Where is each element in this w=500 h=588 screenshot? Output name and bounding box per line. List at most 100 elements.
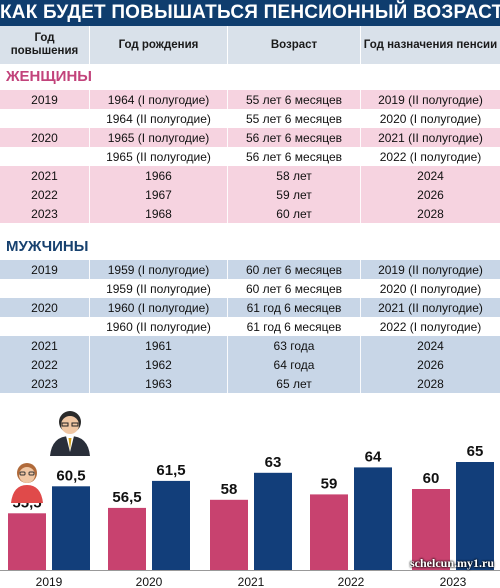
cell-birth: 1962 — [90, 355, 228, 374]
bar-men-2019 — [52, 486, 90, 570]
table-row: 1965 (II полугодие) 56 лет 6 месяцев 2022 … — [0, 147, 500, 166]
header-year-of-increase: Год повышения — [0, 26, 90, 64]
cell-birth: 1960 (I полугодие) — [90, 298, 228, 317]
cell-birth: 1960 (II полугодие) — [90, 317, 228, 336]
cell-age: 55 лет 6 месяцев — [228, 90, 361, 109]
table-row: 2020 1965 (I полугодие) 56 лет 6 месяцев 20… — [0, 128, 500, 147]
table-row: 2021 1961 63 года 2024 — [0, 336, 500, 355]
cell-age: 60 лет — [228, 204, 361, 223]
cell-age: 60 лет 6 месяцев — [228, 279, 361, 298]
cell-pension: 2020 (I полугодие) — [379, 111, 482, 126]
table-row: 2023 1963 65 лет 2028 — [0, 374, 500, 393]
cell-year: 2021 — [0, 166, 90, 185]
watermark: schelcun.my1.ru — [410, 556, 494, 570]
cell-pension: 2022 (I полугодие) — [379, 319, 482, 334]
cell-pension: 2028 — [417, 206, 444, 221]
cell-age: 64 года — [228, 355, 361, 374]
header-age: Возраст — [228, 26, 361, 64]
cell-year — [0, 317, 90, 336]
cell-age: 55 лет 6 месяцев — [228, 109, 361, 128]
men-section-label: МУЖЧИНЫ — [6, 238, 89, 255]
cell-year — [0, 279, 90, 298]
data-label: 61,5 — [156, 462, 185, 479]
cell-year: 2020 — [0, 298, 90, 317]
data-label: 63 — [265, 454, 282, 471]
bar-women-2022 — [310, 494, 348, 570]
data-label: 56,5 — [112, 489, 141, 506]
cell-age: 61 год 6 месяцев — [228, 317, 361, 336]
bar-women-2020 — [108, 507, 146, 570]
cell-pension: 2019 (II полугодие) — [378, 262, 483, 277]
bar-men-2020 — [152, 480, 190, 570]
cell-age: 59 лет — [228, 185, 361, 204]
cell-age: 60 лет 6 месяцев — [228, 260, 361, 279]
cell-age: 65 лет — [228, 374, 361, 393]
cell-birth: 1959 (II полугодие) — [90, 279, 228, 298]
table-row: 2022 1967 59 лет 2026 — [0, 185, 500, 204]
table-row: 2019 1964 (I полугодие) 55 лет 6 месяцев 20… — [0, 90, 500, 109]
x-tick-label: 2021 — [238, 575, 265, 588]
cell-birth: 1966 — [90, 166, 228, 185]
cell-pension: 2026 — [417, 187, 444, 202]
x-tick-label: 2019 — [36, 575, 63, 588]
cell-year: 2019 — [0, 260, 90, 279]
woman-avatar-icon — [11, 463, 43, 503]
cell-year: 2020 — [0, 128, 90, 147]
table-header: Год повышения Год рождения Возраст Год н… — [0, 26, 500, 64]
cell-pension: 2021 (II полугодие) — [378, 130, 483, 145]
table-row: 2020 1960 (I полугодие) 61 год 6 месяцев 20… — [0, 298, 500, 317]
cell-year: 2023 — [0, 204, 90, 223]
cell-pension: 2022 (I полугодие) — [379, 149, 482, 164]
header-pension-year: Год назначения пенсии — [363, 38, 498, 51]
table-row: 2023 1968 60 лет 2028 — [0, 204, 500, 223]
cell-birth: 1961 — [90, 336, 228, 355]
cell-year: 2021 — [0, 336, 90, 355]
cell-birth: 1965 (I полугодие) — [90, 128, 228, 147]
age-bar-chart: 55,560,5201956,561,520205863202159642022… — [0, 411, 500, 588]
bar-men-2023 — [456, 462, 494, 570]
bar-women-2021 — [210, 499, 248, 570]
cell-age: 56 лет 6 месяцев — [228, 147, 361, 166]
cell-age: 56 лет 6 месяцев — [228, 128, 361, 147]
women-section-label: ЖЕНЩИНЫ — [6, 68, 92, 85]
bar-men-2021 — [254, 472, 292, 570]
cell-age: 58 лет — [228, 166, 361, 185]
data-label: 65 — [467, 443, 484, 460]
data-label: 60 — [423, 470, 440, 487]
header-birth-year: Год рождения — [90, 26, 228, 64]
cell-birth: 1959 (I полугодие) — [90, 260, 228, 279]
cell-birth: 1968 — [90, 204, 228, 223]
cell-year: 2019 — [0, 90, 90, 109]
cell-year: 2023 — [0, 374, 90, 393]
cell-birth: 1967 — [90, 185, 228, 204]
cell-pension: 2024 — [417, 338, 444, 353]
data-label: 64 — [365, 448, 382, 465]
cell-birth: 1965 (II полугодие) — [90, 147, 228, 166]
cell-pension: 2019 (II полугодие) — [378, 92, 483, 107]
bar-men-2022 — [354, 467, 392, 570]
cell-birth: 1964 (I полугодие) — [90, 90, 228, 109]
cell-age: 61 год 6 месяцев — [228, 298, 361, 317]
table-row: 1959 (II полугодие) 60 лет 6 месяцев 2020 … — [0, 279, 500, 298]
table-row: 1964 (II полугодие) 55 лет 6 месяцев 2020 … — [0, 109, 500, 128]
cell-year: 2022 — [0, 185, 90, 204]
data-label: 59 — [321, 475, 338, 492]
cell-pension: 2028 — [417, 376, 444, 391]
bar-women-2023 — [412, 489, 450, 570]
women-table: 2019 1964 (I полугодие) 55 лет 6 месяцев 20… — [0, 90, 500, 223]
cell-year — [0, 109, 90, 128]
data-label: 58 — [221, 481, 238, 498]
cell-year: 2022 — [0, 355, 90, 374]
cell-year — [0, 147, 90, 166]
cell-age: 63 года — [228, 336, 361, 355]
cell-pension: 2026 — [417, 357, 444, 372]
cell-pension: 2021 (II полугодие) — [378, 300, 483, 315]
table-row: 1960 (II полугодие) 61 год 6 месяцев 2022 … — [0, 317, 500, 336]
cell-pension: 2020 (I полугодие) — [379, 281, 482, 296]
x-tick-label: 2020 — [136, 575, 163, 588]
table-row: 2019 1959 (I полугодие) 60 лет 6 месяцев 20… — [0, 260, 500, 279]
bar-women-2019 — [8, 513, 46, 570]
men-table: 2019 1959 (I полугодие) 60 лет 6 месяцев 20… — [0, 260, 500, 393]
man-avatar-icon — [50, 411, 90, 456]
cell-birth: 1963 — [90, 374, 228, 393]
